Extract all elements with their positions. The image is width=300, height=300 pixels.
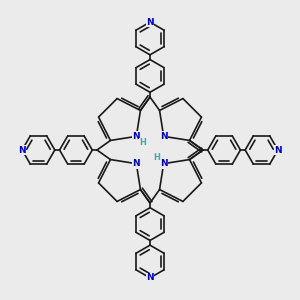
- Text: N: N: [18, 146, 26, 154]
- Text: N: N: [160, 159, 167, 168]
- Text: N: N: [133, 132, 140, 141]
- Text: N: N: [133, 159, 140, 168]
- Text: N: N: [274, 146, 282, 154]
- Text: N: N: [160, 132, 167, 141]
- Text: H: H: [154, 153, 160, 162]
- Text: H: H: [140, 138, 146, 147]
- Text: N: N: [146, 18, 154, 27]
- Text: N: N: [146, 273, 154, 282]
